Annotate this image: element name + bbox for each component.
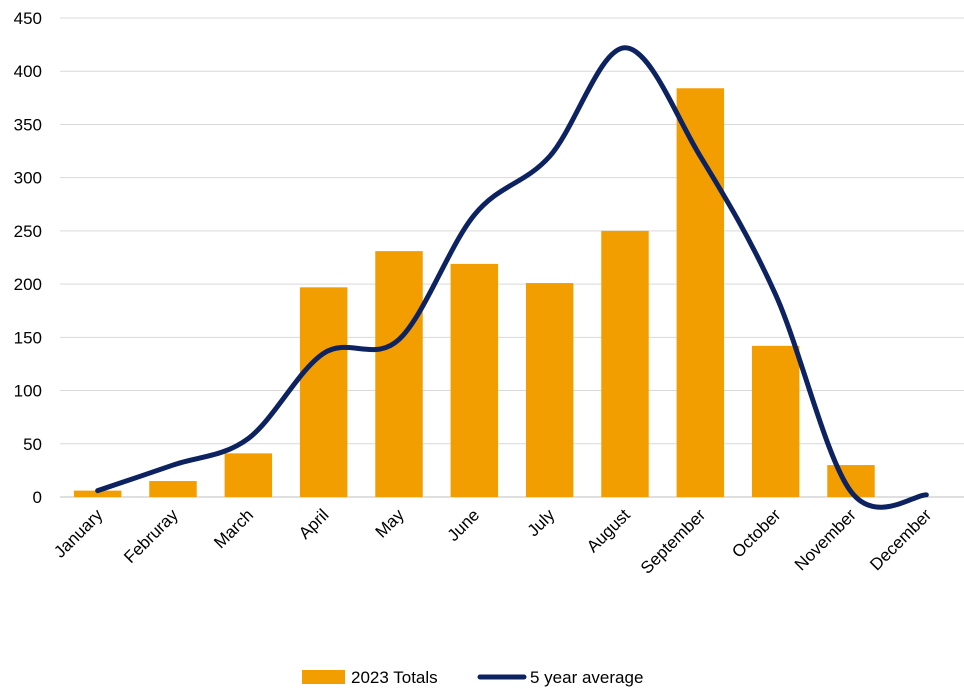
y-tick-label: 100: [14, 382, 42, 401]
y-tick-label: 150: [14, 328, 42, 347]
bars: [73, 88, 875, 498]
x-tick-label: November: [791, 505, 860, 574]
y-tick-label: 400: [14, 62, 42, 81]
x-tick-label: September: [637, 505, 709, 577]
bar-july: [525, 283, 574, 497]
y-tick-label: 250: [14, 222, 42, 241]
bar-march: [224, 453, 273, 497]
gridlines: [60, 17, 964, 498]
bar-september: [676, 88, 725, 498]
x-tick-label: July: [524, 505, 559, 540]
y-tick-label: 350: [14, 115, 42, 134]
x-axis: January Februray March April May June July Augu…: [50, 505, 935, 578]
bar-april: [299, 287, 348, 497]
y-tick-label: 0: [33, 488, 42, 507]
legend-label-bar: 2023 Totals: [351, 668, 438, 687]
bar-may: [375, 251, 423, 497]
x-tick-label: December: [866, 505, 935, 574]
y-tick-label: 50: [23, 435, 42, 454]
x-tick-label: April: [295, 505, 332, 542]
x-tick-label: August: [583, 505, 634, 556]
bar-october: [751, 345, 800, 497]
y-axis: 0 50 100 150 200 250 300 350 400 450: [14, 9, 42, 507]
y-tick-label: 300: [14, 169, 42, 188]
x-tick-label: June: [444, 505, 484, 545]
y-tick-label: 450: [14, 9, 42, 28]
x-tick-label: Februray: [120, 505, 182, 567]
bar-june: [450, 263, 499, 497]
bar-februray: [149, 481, 197, 497]
legend: 2023 Totals 5 year average: [302, 668, 643, 687]
y-tick-label: 200: [14, 275, 42, 294]
line-series-5-year-average: [95, 45, 929, 510]
legend-swatch-bar: [302, 670, 345, 684]
x-tick-label: January: [50, 505, 107, 562]
bar-january: [73, 490, 122, 497]
x-tick-label: October: [728, 505, 784, 561]
x-tick-label: May: [372, 505, 408, 541]
x-tick-label: March: [210, 505, 257, 552]
legend-label-line: 5 year average: [530, 668, 643, 687]
bar-august: [601, 230, 649, 497]
